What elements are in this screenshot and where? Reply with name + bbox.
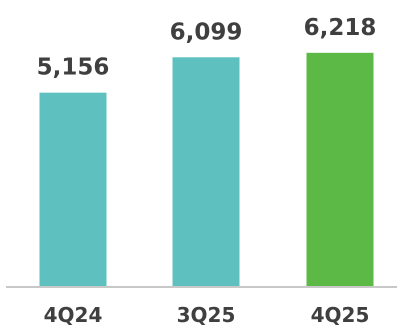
value-label-3q25: 6,099 bbox=[170, 19, 243, 45]
tick-labels-group: 4Q24 3Q25 4Q25 bbox=[44, 303, 370, 327]
value-label-4q25: 6,218 bbox=[304, 15, 377, 41]
tick-label-4q25: 4Q25 bbox=[311, 303, 370, 327]
bar-4q24 bbox=[39, 92, 107, 287]
tick-label-3q25: 3Q25 bbox=[177, 303, 236, 327]
value-label-4q24: 5,156 bbox=[37, 55, 110, 81]
bar-3q25 bbox=[172, 57, 240, 286]
tick-label-4q24: 4Q24 bbox=[44, 303, 103, 327]
bars-group bbox=[39, 52, 374, 287]
value-labels-group: 5,156 6,099 6,218 bbox=[37, 15, 377, 81]
bar-4q25 bbox=[306, 52, 374, 287]
